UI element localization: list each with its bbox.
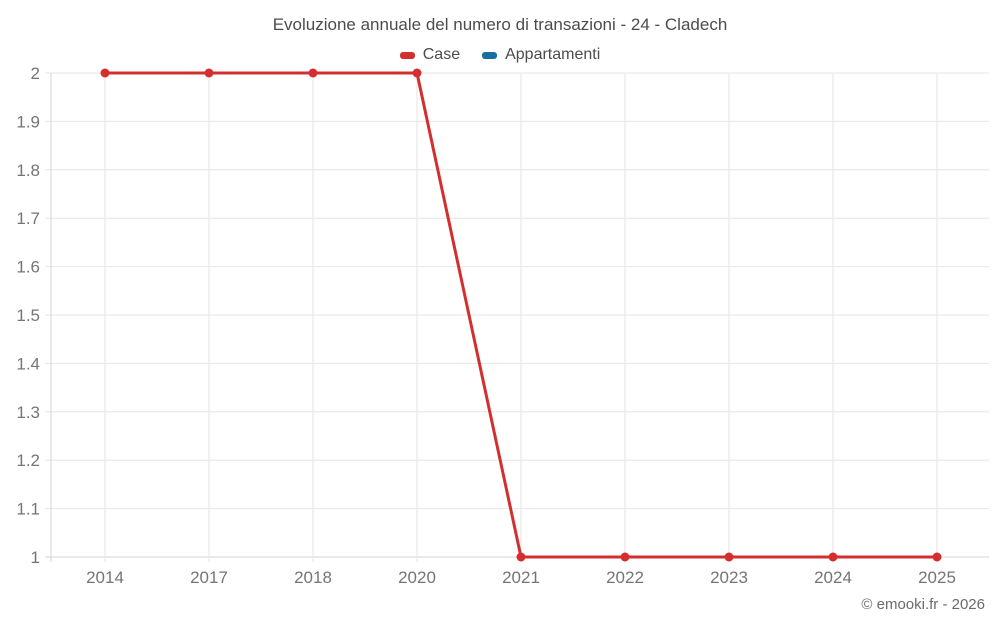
y-tick-label: 1.7 [16,209,40,228]
y-tick-label: 1.5 [16,306,40,325]
x-tick-label: 2017 [190,568,228,587]
legend-item-case[interactable]: Case [399,46,461,64]
data-point [724,552,734,562]
data-point [412,68,422,78]
x-tick-label: 2023 [710,568,748,587]
x-tick-label: 2021 [502,568,540,587]
appartamenti-series-swatch-icon [482,51,498,59]
data-point [204,68,214,78]
data-point [516,552,526,562]
x-tick-label: 2024 [814,568,852,587]
x-tick-label: 2014 [86,568,124,587]
data-point [308,68,318,78]
data-point [620,552,630,562]
x-axis-labels: 2014 2017 2018 2020 2021 2022 2023 2024 2025 [86,568,956,587]
y-axis-labels: 2 1.9 1.8 1.7 1.6 1.5 1.4 1.3 1.2 1.1 1 [16,64,40,567]
y-tick-label: 1.3 [16,403,40,422]
x-tick-label: 2018 [294,568,332,587]
x-tick-label: 2022 [606,568,644,587]
x-gridlines [104,73,938,562]
legend-item-appartamenti[interactable]: Appartamenti [482,46,600,64]
y-tick-label: 1.4 [16,354,40,373]
series-case [100,68,942,562]
y-tick-label: 2 [31,64,40,83]
y-tick-label: 1.2 [16,451,40,470]
credit-text: © emooki.fr - 2026 [861,596,985,613]
y-tick-label: 1 [31,548,40,567]
data-point [932,552,942,562]
legend: Case Appartamenti [0,44,1000,66]
x-tick-label: 2025 [918,568,956,587]
legend-label-appartamenti: Appartamenti [505,46,601,63]
y-tick-label: 1.9 [16,112,40,131]
y-tick-label: 1.6 [16,258,40,277]
chart-title: Evoluzione annuale del numero di transaz… [272,15,728,34]
y-tick-label: 1.8 [16,161,40,180]
legend-label-case: Case [422,46,461,63]
case-series-swatch-icon [399,51,415,59]
data-point [828,552,838,562]
y-gridlines [45,72,989,558]
y-tick-label: 1.1 [16,500,40,519]
x-tick-label: 2020 [398,568,436,587]
data-point [100,68,110,78]
